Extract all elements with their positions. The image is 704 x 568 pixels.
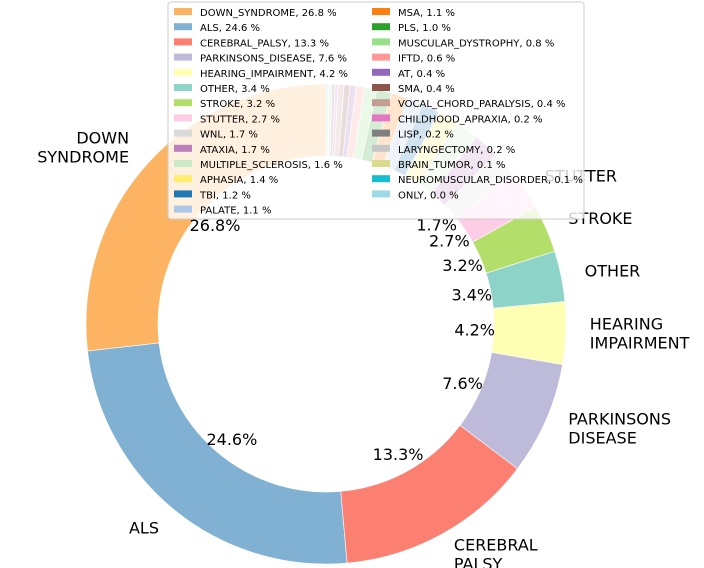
legend-swatch-stutter	[174, 114, 192, 122]
category-label-down-syndrome: DOWN SYNDROME	[37, 129, 129, 167]
legend-entry-down-syndrome: DOWN_SYNDROME, 26.8 %	[200, 8, 337, 19]
legend-swatch-pls	[372, 23, 390, 31]
legend-entry-vocal-chord-paralysis: VOCAL_CHORD_PARALYSIS, 0.4 %	[398, 99, 566, 110]
legend-entry-at: AT, 0.4 %	[398, 69, 445, 80]
pct-label-stutter: 2.7%	[429, 232, 470, 251]
legend-entry-muscular-dystrophy: MUSCULAR_DYSTROPHY, 0.8 %	[398, 38, 554, 49]
slice-als	[87, 342, 348, 565]
category-label-other: OTHER	[585, 261, 641, 280]
legend-swatch-only	[372, 190, 390, 198]
legend-swatch-muscular-dystrophy	[372, 38, 390, 46]
legend-entry-hearing-impairment: HEARING_IMPAIRMENT, 4.2 %	[200, 69, 348, 80]
legend-entry-childhood-apraxia: CHILDHOOD_APRAXIA, 0.2 %	[398, 114, 543, 125]
legend-entry-sma: SMA, 0.4 %	[398, 84, 455, 95]
legend-entry-parkinsons-disease: PARKINSONS_DISEASE, 7.6 %	[200, 54, 347, 65]
legend-swatch-als	[174, 23, 192, 31]
pct-label-als: 24.6%	[206, 430, 257, 449]
legend-swatch-cerebral-palsy	[174, 38, 192, 46]
legend-swatch-other	[174, 84, 192, 91]
legend-box	[167, 1, 585, 220]
legend-swatch-parkinsons-disease	[174, 53, 192, 61]
legend-swatch-wnl	[174, 129, 192, 137]
legend-swatch-multiple-sclerosis	[174, 160, 192, 167]
legend-entry-only: ONLY, 0.0 %	[398, 190, 459, 201]
legend-swatch-hearing-impairment	[174, 68, 192, 76]
pct-label-cerebral-palsy: 13.3%	[373, 445, 424, 464]
legend-entry-stutter: STUTTER, 2.7 %	[200, 114, 280, 125]
legend-entry-wnl: WNL, 1.7 %	[200, 130, 258, 141]
legend-swatch-sma	[372, 84, 390, 91]
legend-entry-als: ALS, 24.6 %	[200, 23, 260, 34]
legend-swatch-ataxia	[174, 144, 192, 152]
legend-entry-tbi: TBI, 1.2 %	[199, 190, 251, 201]
legend-entry-neuromuscular-disorder: NEUROMUSCULAR_DISORDER, 0.1 %	[398, 175, 583, 186]
legend-swatch-vocal-chord-paralysis	[372, 99, 390, 107]
legend-entry-cerebral-palsy: CEREBRAL_PALSY, 13.3 %	[200, 38, 329, 49]
legend-entry-other: OTHER, 3.4 %	[200, 84, 270, 95]
legend: DOWN_SYNDROME, 26.8 % ALS, 24.6 % CEREBRAL…	[167, 1, 585, 220]
legend-swatch-iftd	[372, 53, 390, 61]
legend-swatch-stroke	[174, 99, 192, 107]
legend-entry-iftd: IFTD, 0.6 %	[398, 54, 455, 65]
legend-swatch-palate	[174, 205, 192, 213]
legend-entry-ataxia: ATAXIA, 1.7 %	[200, 145, 270, 156]
legend-swatch-tbi	[174, 190, 192, 198]
pct-label-hearing-impairment: 4.2%	[454, 321, 495, 340]
legend-entry-multiple-sclerosis: MULTIPLE_SCLEROSIS, 1.6 %	[200, 160, 343, 171]
legend-swatch-down-syndrome	[174, 8, 192, 15]
category-label-hearing-impairment: HEARING IMPAIRMENT	[590, 314, 690, 352]
legend-entry-msa: MSA, 1.1 %	[398, 8, 455, 19]
percentage-labels: 26.8% 24.6% 13.3% 7.6% 4.2% 3.4% 3.2% 2.7%1.7%	[190, 216, 495, 465]
legend-entry-palate: PALATE, 1.1 %	[200, 206, 271, 217]
legend-entry-stroke: STROKE, 3.2 %	[200, 99, 275, 110]
legend-swatch-msa	[372, 8, 390, 15]
legend-swatch-neuromuscular-disorder	[372, 175, 390, 183]
legend-entry-laryngectomy: LARYNGECTOMY, 0.2 %	[398, 145, 515, 156]
category-label-als: ALS	[129, 518, 159, 537]
pct-label-stroke: 3.2%	[442, 256, 483, 275]
pct-label-other: 3.4%	[451, 285, 492, 304]
pct-label-wnl: 1.7%	[416, 216, 457, 235]
category-label-parkinsons-disease: PARKINSONS DISEASE	[568, 409, 671, 447]
legend-entry-pls: PLS, 1.0 %	[398, 23, 451, 34]
legend-swatch-aphasia	[174, 175, 192, 183]
pct-label-down-syndrome: 26.8%	[190, 216, 241, 235]
legend-entry-brain-tumor: BRAIN_TUMOR, 0.1 %	[398, 160, 506, 171]
legend-swatch-brain-tumor	[372, 160, 390, 167]
legend-entry-lisp: LISP, 0.2 %	[398, 130, 454, 141]
legend-swatch-childhood-apraxia	[372, 114, 390, 122]
legend-entry-aphasia: APHASIA, 1.4 %	[200, 175, 278, 186]
category-label-cerebral-palsy: CEREBRAL PALSY	[454, 535, 538, 568]
legend-swatch-at	[372, 68, 390, 76]
pct-label-parkinsons-disease: 7.6%	[442, 374, 483, 393]
legend-swatch-laryngectomy	[372, 144, 390, 152]
legend-swatch-lisp	[372, 129, 390, 137]
